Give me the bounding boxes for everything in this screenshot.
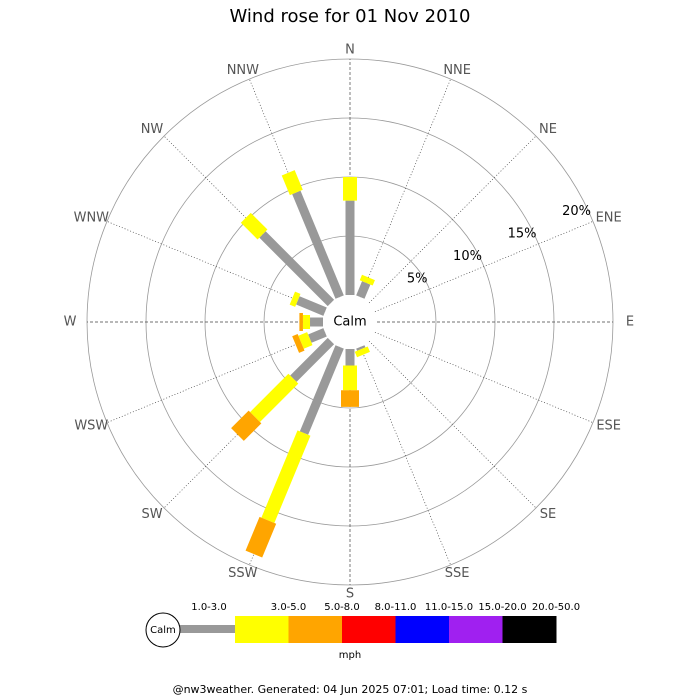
bar-segment <box>245 516 277 558</box>
direction-label: ESE <box>596 419 621 434</box>
bar-segment <box>298 332 313 349</box>
legend-label: 3.0-5.0 <box>271 602 306 613</box>
bar-segment <box>259 231 335 307</box>
spoke <box>106 332 326 423</box>
bar-segment <box>240 212 268 240</box>
direction-label: SSE <box>445 566 470 581</box>
legend-label: 1.0-3.0 <box>191 602 226 613</box>
bar-segment <box>359 274 375 286</box>
bar-segment <box>292 333 305 353</box>
spoke <box>374 332 594 423</box>
legend-unit: mph <box>339 650 361 661</box>
bar-segment <box>299 345 344 435</box>
legend-calm-label: Calm <box>150 625 176 636</box>
legend-swatch <box>449 616 503 643</box>
direction-label: NNE <box>443 63 471 78</box>
bar-segment <box>261 430 311 523</box>
ring-label: 15% <box>508 226 537 241</box>
direction-label: NE <box>539 122 557 137</box>
calm-label: Calm <box>333 315 366 330</box>
legend-swatch <box>342 616 396 643</box>
bar-segment <box>289 291 301 307</box>
bar-segment <box>231 410 262 441</box>
direction-label: SW <box>141 507 162 522</box>
direction-label: NNW <box>227 63 259 78</box>
direction-label: N <box>345 43 355 58</box>
legend-label: 5.0-8.0 <box>324 602 359 613</box>
legend-label: 11.0-15.0 <box>425 602 473 613</box>
legend-swatch <box>395 616 450 643</box>
calm-circle <box>325 297 375 347</box>
spoke <box>368 135 537 304</box>
ring-label: 5% <box>407 272 428 287</box>
direction-label: W <box>64 315 77 330</box>
legend-label: 15.0-20.0 <box>478 602 526 613</box>
spoke <box>360 346 451 566</box>
bar-segment <box>281 170 303 196</box>
footer: @nw3weather. Generated: 04 Jun 2025 07:0… <box>173 683 528 696</box>
bar-segment <box>292 190 344 299</box>
direction-label: S <box>346 587 354 602</box>
chart-title: Wind rose for 01 Nov 2010 <box>230 6 471 27</box>
ring-label: 10% <box>453 249 482 264</box>
bar-segment <box>356 345 366 351</box>
legend-calm <box>145 612 181 648</box>
direction-label: E <box>626 315 634 330</box>
legend-label: 20.0-50.0 <box>532 602 580 613</box>
direction-label: SE <box>540 507 556 522</box>
bar-segment <box>290 337 335 382</box>
direction-label: ENE <box>596 210 622 225</box>
direction-label: NW <box>141 122 164 137</box>
legend-swatch <box>235 616 289 643</box>
bar-segment <box>354 346 370 358</box>
legend-label: 8.0-11.0 <box>375 602 417 613</box>
legend-swatch <box>502 616 557 643</box>
bar-segment <box>308 328 327 343</box>
direction-label: WSW <box>74 419 108 434</box>
bar-segment <box>250 373 299 422</box>
spoke <box>368 340 537 509</box>
ring-label: 20% <box>562 204 591 219</box>
bar-segment <box>296 296 327 316</box>
direction-label: SSW <box>228 566 258 581</box>
legend-swatch <box>288 616 343 643</box>
spoke <box>374 221 594 312</box>
direction-label: WNW <box>74 210 110 225</box>
bar-segment <box>356 281 371 299</box>
spoke <box>360 78 451 298</box>
spoke <box>106 221 326 312</box>
